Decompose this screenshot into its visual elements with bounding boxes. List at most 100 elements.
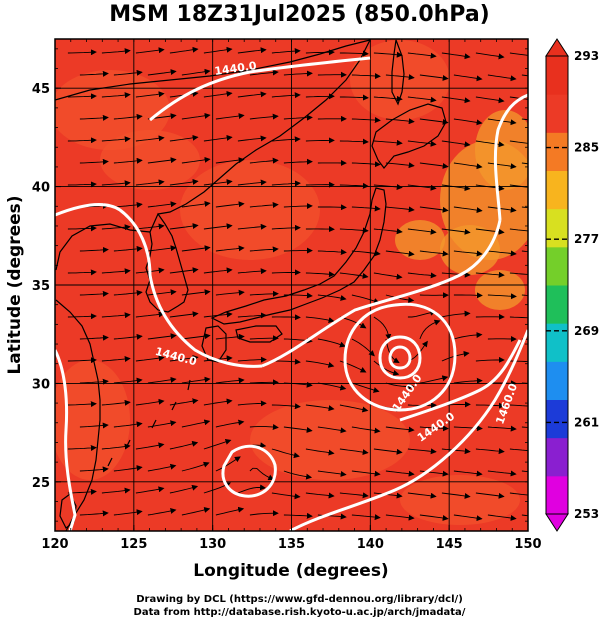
wind-streamline (339, 94, 369, 101)
wind-streamline (249, 246, 279, 253)
wind-streamline (509, 140, 528, 144)
wind-streamline (407, 52, 437, 59)
wind-streamline (339, 227, 369, 234)
wind-streamline (407, 492, 437, 499)
wind-streamline (339, 182, 369, 189)
wind-streamline (203, 46, 233, 54)
wind-streamline (317, 382, 347, 391)
wind-streamline (147, 463, 177, 472)
wind-streamline (215, 333, 245, 340)
wind-streamline (419, 470, 449, 477)
cool-patch (395, 220, 445, 260)
wind-streamline (453, 162, 483, 170)
wind-streamline (475, 271, 505, 278)
wind-streamline (441, 492, 471, 499)
wind-streamline (385, 118, 415, 125)
wind-streamline (79, 466, 109, 473)
credits: Drawing by DCL (https://www.gfd-dennou.o… (0, 593, 599, 619)
wind-streamline (249, 113, 279, 120)
wind-streamline (441, 228, 471, 235)
wind-streamline (283, 470, 313, 480)
wind-streamline (385, 250, 415, 257)
wind-streamline (249, 290, 279, 297)
wind-streamline (249, 335, 279, 342)
wind-streamline (305, 93, 335, 100)
wind-streamline (487, 425, 517, 432)
wind-streamline (113, 157, 143, 164)
x-tick-label: 120 (41, 537, 68, 552)
y-tick-label: 35 (32, 279, 50, 294)
wind-streamline (169, 46, 199, 54)
wind-streamline (113, 421, 143, 428)
wind-streamline (509, 492, 528, 496)
wind-streamline (305, 404, 335, 412)
wind-streamline (407, 272, 437, 279)
colorbar-segment (546, 437, 568, 477)
wind-streamline (181, 289, 211, 296)
wind-streamline (385, 470, 415, 477)
wind-streamline (249, 510, 279, 517)
colorbar-label: 269 (574, 324, 599, 338)
wind-streamline (101, 443, 131, 450)
wind-streamline (283, 381, 313, 388)
wind-streamline (521, 294, 528, 296)
wind-streamline (271, 492, 301, 500)
wind-streamline (79, 114, 109, 121)
wind-streamline (147, 157, 177, 164)
wind-streamline (67, 313, 97, 320)
wind-streamline (215, 506, 245, 516)
wind-streamline (237, 179, 267, 186)
x-tick-label: 130 (199, 537, 226, 552)
wind-streamline (181, 419, 211, 428)
colorbar-label: 285 (574, 141, 599, 155)
wind-streamline (203, 438, 232, 450)
wind-streamline (475, 52, 505, 60)
wind-streamline (475, 356, 505, 363)
wind-streamline (113, 113, 143, 120)
contour-line (343, 302, 457, 412)
wind-streamline (113, 289, 143, 296)
colorbar-segment (546, 285, 568, 324)
wind-streamline (351, 161, 381, 168)
contour-line (388, 345, 412, 370)
wind-streamline (181, 156, 211, 164)
wind-streamline (339, 138, 369, 145)
warm-patch (180, 160, 320, 260)
wind-streamline (419, 319, 441, 340)
wind-streamline (113, 465, 143, 472)
warm-patch (55, 70, 170, 150)
wind-streamline (373, 316, 392, 341)
wind-streamline (385, 162, 415, 169)
y-axis: 25 30 35 40 45 (32, 48, 528, 522)
wind-streamline (453, 118, 483, 126)
wind-streamline (305, 492, 335, 499)
wind-streamline (249, 467, 275, 481)
wind-streamline (101, 312, 131, 319)
wind-streamline (181, 461, 210, 472)
wind-streamline (79, 510, 109, 517)
x-tick-label: 135 (278, 537, 305, 552)
contour-line (399, 339, 522, 422)
wind-streamline (385, 514, 415, 521)
wind-streamline (317, 470, 347, 477)
wind-streamline (385, 74, 415, 81)
wind-streamline (351, 382, 380, 393)
wind-streamline (169, 440, 199, 450)
wind-streamline (509, 316, 528, 319)
wind-streamline (67, 181, 97, 188)
wind-streamline (135, 179, 165, 186)
wind-streamline (113, 69, 143, 76)
wind-streamline (237, 400, 267, 407)
wind-streamline (351, 205, 381, 212)
colorbar-segment (546, 475, 568, 515)
colorbar-segment (546, 170, 568, 210)
wind-streamline (237, 268, 267, 275)
wind-streamline (79, 334, 109, 341)
wind-streamline (407, 96, 437, 103)
wind-streamline (453, 514, 483, 522)
wind-streamline (181, 68, 211, 76)
wind-streamline (385, 294, 415, 303)
colorbar-segment (546, 56, 568, 95)
wind-streamline (67, 357, 97, 364)
lat-lon-grid (55, 39, 528, 531)
